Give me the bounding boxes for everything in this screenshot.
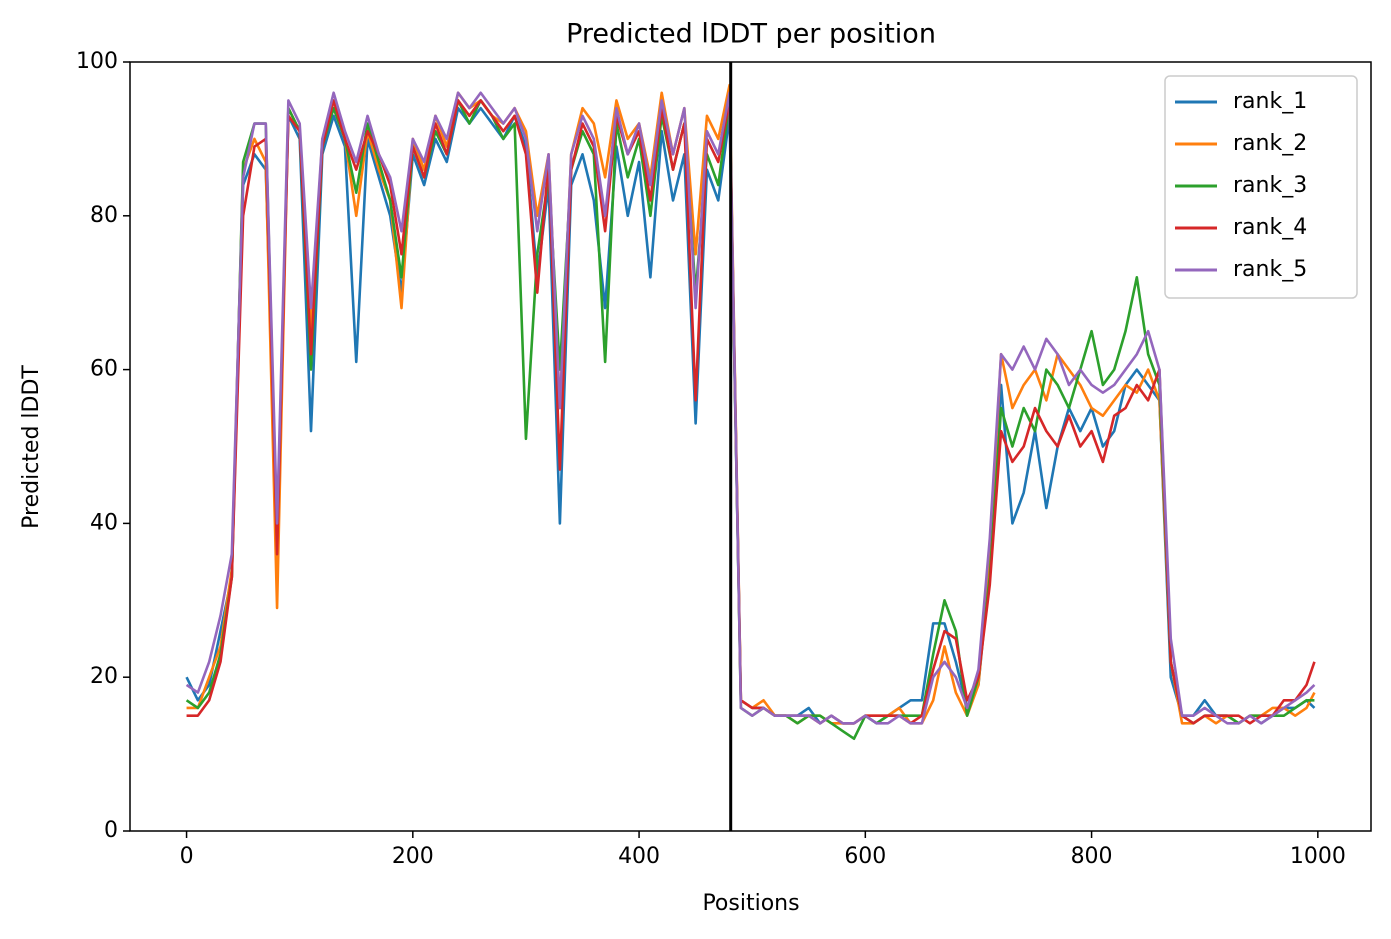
plot-frame (129, 61, 1372, 832)
legend-label: rank_2 (1233, 131, 1307, 156)
y-tick-label: 0 (104, 818, 118, 843)
series-line (185, 99, 1315, 741)
y-tick-label: 40 (90, 510, 118, 535)
legend-label: rank_4 (1233, 215, 1307, 240)
y-tick-label: 100 (76, 49, 118, 74)
x-tick-label: 400 (618, 844, 660, 869)
series-line (185, 106, 1316, 725)
y-tick-label: 20 (90, 664, 118, 689)
x-tick-label: 0 (180, 844, 194, 869)
x-axis-label: Positions (702, 891, 799, 916)
series-line (186, 83, 1316, 725)
x-tick-label: 800 (1071, 844, 1113, 869)
chart-title: Predicted lDDT per position (566, 19, 936, 50)
legend-label: rank_1 (1233, 89, 1307, 114)
x-tick-label: 200 (392, 844, 434, 869)
x-tick-label: 600 (844, 844, 886, 869)
y-tick-label: 80 (90, 203, 118, 228)
legend-label: rank_5 (1233, 257, 1307, 282)
legend-label: rank_3 (1233, 173, 1307, 198)
y-axis-label: Predicted lDDT (19, 365, 44, 529)
legend-box (1164, 75, 1358, 299)
y-tick-label: 60 (90, 357, 118, 382)
x-tick-label: 1000 (1290, 844, 1346, 869)
series-line (185, 91, 1316, 725)
series-line (186, 99, 1316, 725)
